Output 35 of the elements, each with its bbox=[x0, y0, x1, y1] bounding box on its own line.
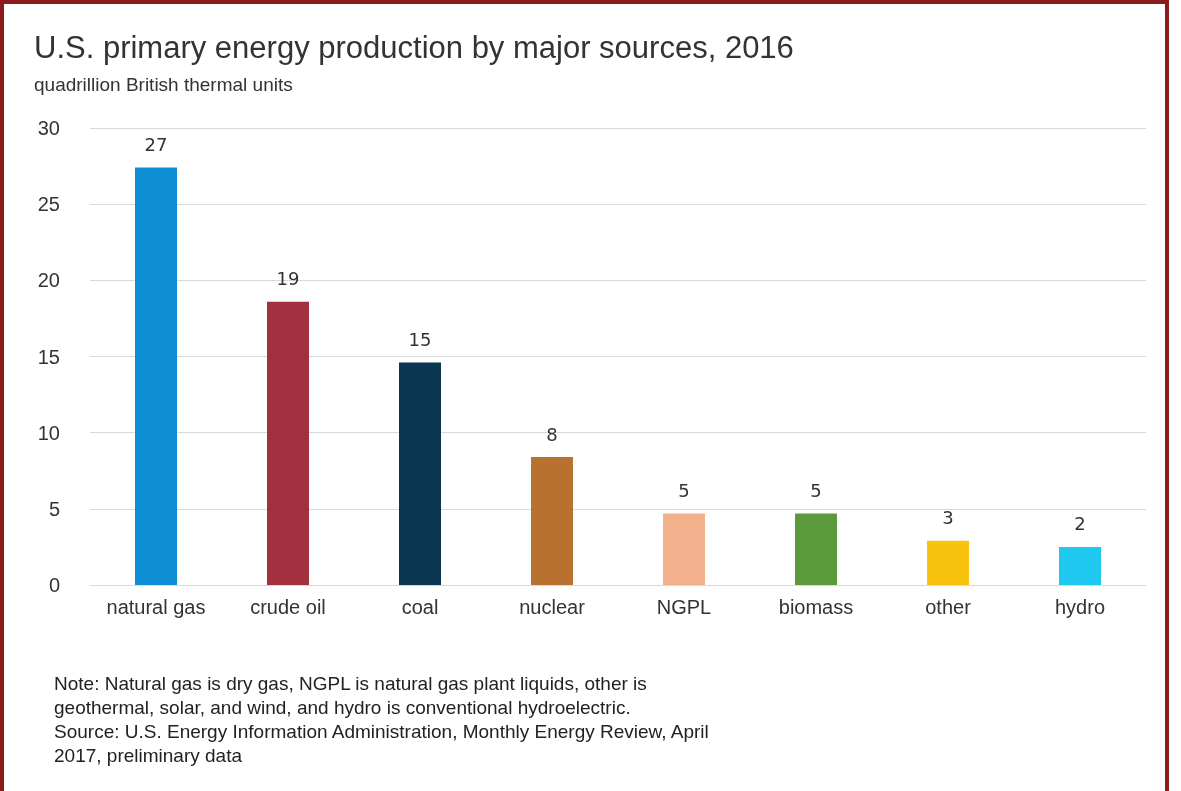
y-tick-label: 20 bbox=[37, 269, 60, 292]
x-tick-label: nuclear bbox=[519, 596, 586, 618]
data-label: 27 bbox=[144, 134, 168, 156]
x-tick-label: coal bbox=[401, 596, 439, 618]
data-label: 15 bbox=[408, 329, 432, 351]
bar bbox=[135, 167, 177, 585]
bar bbox=[795, 513, 837, 585]
y-tick-label: 15 bbox=[37, 345, 60, 368]
y-tick-label: 0 bbox=[48, 574, 60, 596]
data-label: 5 bbox=[810, 479, 822, 501]
y-tick-label: 5 bbox=[48, 497, 60, 520]
data-label: 8 bbox=[546, 423, 558, 445]
x-tick-label: natural gas bbox=[106, 596, 206, 618]
bar bbox=[663, 513, 705, 585]
data-label: 2 bbox=[1074, 513, 1086, 535]
x-tick-label: NGPL bbox=[656, 596, 712, 618]
chart-title: U.S. primary energy production by major sources, 2016 bbox=[34, 30, 794, 66]
chart-subtitle: quadrillion British thermal units bbox=[34, 74, 293, 96]
source-note: Source: U.S. Energy Information Administration, Monthly Energy Review, April 2017, preliminary data bbox=[54, 720, 710, 768]
y-tick-label: 25 bbox=[37, 193, 60, 216]
data-label: 5 bbox=[678, 479, 690, 501]
y-tick-label: 30 bbox=[37, 117, 60, 139]
x-tick-label: crude oil bbox=[250, 596, 326, 618]
bar bbox=[927, 540, 969, 585]
bar bbox=[399, 362, 441, 585]
text: Note: Natural gas is dry gas, NGPL is natural gas plant liquids, other is geothermal, solar, and wind, and hydro is conventional hydroelectric. bbox=[54, 672, 648, 720]
bar bbox=[267, 301, 309, 585]
bar bbox=[531, 457, 573, 585]
x-tick-label: other bbox=[925, 596, 972, 618]
data-label: 19 bbox=[276, 268, 300, 290]
x-tick-label: biomass bbox=[778, 596, 854, 618]
y-tick-label: 10 bbox=[37, 421, 60, 444]
bar bbox=[1059, 546, 1101, 585]
data-label: 3 bbox=[942, 507, 954, 529]
x-tick-label: hydro bbox=[1054, 596, 1106, 618]
